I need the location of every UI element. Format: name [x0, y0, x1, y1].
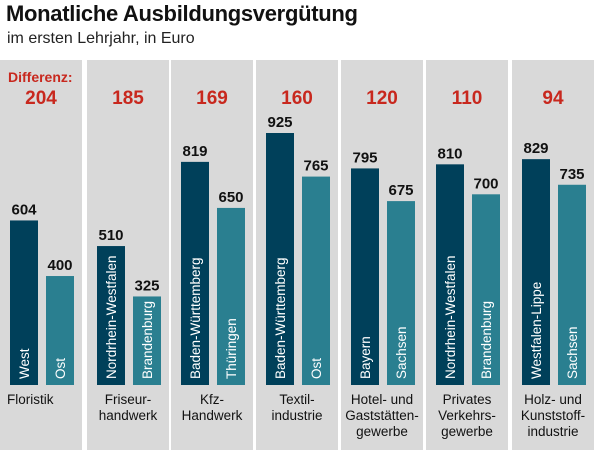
category-label: Hotel- und: [351, 392, 413, 407]
data-label: 510: [98, 227, 123, 244]
difference-value: 120: [366, 88, 398, 109]
data-label: 325: [134, 277, 159, 294]
category-label: industrie: [271, 408, 322, 423]
data-label: 810: [437, 145, 462, 162]
bar: [266, 133, 294, 385]
data-label: 735: [559, 166, 584, 183]
bar-label: Brandenburg: [140, 301, 155, 379]
category-label: Verkehrs-: [438, 408, 496, 423]
bar-label: Ost: [309, 358, 324, 379]
difference-value: 169: [196, 88, 228, 109]
difference-value: 160: [281, 88, 313, 109]
category-label: Gaststätten-: [345, 408, 419, 423]
bar: [387, 201, 415, 385]
data-label: 829: [523, 140, 548, 157]
bar: [522, 159, 550, 385]
difference-value: 110: [452, 88, 483, 109]
difference-label: Differenz:: [8, 69, 73, 85]
bar: [133, 296, 161, 385]
bar-label: Baden-Württemberg: [188, 257, 203, 379]
difference-value: 94: [542, 88, 564, 109]
category-label: gewerbe: [356, 424, 408, 439]
bar-label: West: [17, 348, 32, 379]
bar-label: Ost: [53, 358, 68, 379]
data-label: 675: [388, 182, 413, 199]
bar-label: Nordrhein-Westfalen: [443, 255, 458, 379]
category-label: Textil-: [279, 392, 314, 407]
bar: [10, 220, 38, 385]
bar-label: Nordrhein-Westfalen: [104, 255, 119, 379]
data-label: 700: [473, 175, 498, 192]
bar: [181, 161, 209, 385]
data-label: 400: [47, 257, 72, 274]
category-label: Friseur-: [105, 392, 152, 407]
bar-label: Brandenburg: [479, 301, 494, 379]
bar: [46, 276, 74, 385]
category-label: Kunststoff-: [521, 408, 585, 423]
bar-label: Baden-Württemberg: [273, 257, 288, 379]
bar: [97, 246, 125, 385]
category-label: Privates: [443, 392, 492, 407]
category-label: Floristik: [7, 392, 54, 407]
bar: [472, 194, 500, 385]
bar-label: Bayern: [358, 336, 373, 379]
bar: [558, 184, 586, 385]
data-label: 925: [267, 114, 292, 131]
bar-label: Westfalen-Lippe: [529, 282, 544, 379]
bar-label: Sachsen: [394, 326, 409, 379]
difference-value: 204: [25, 88, 57, 109]
category-label: gewerbe: [441, 424, 493, 439]
bar-label: Sachsen: [565, 326, 580, 379]
data-label: 819: [182, 143, 207, 160]
category-label: Handwerk: [182, 408, 243, 423]
bar: [302, 176, 330, 385]
category-label: handwerk: [99, 408, 158, 423]
category-label: Kfz-: [200, 392, 224, 407]
category-label: Holz- und: [524, 392, 582, 407]
difference-value: 185: [112, 88, 144, 109]
chart-subtitle: im ersten Lehrjahr, in Euro: [7, 30, 195, 47]
bar: [351, 168, 379, 385]
chart-title: Monatliche Ausbildungsvergütung: [6, 1, 358, 26]
bar-label: Thüringen: [224, 318, 239, 379]
bar: [217, 207, 245, 385]
bar: [436, 164, 464, 385]
data-label: 650: [218, 189, 243, 206]
data-label: 795: [352, 149, 377, 166]
data-label: 765: [303, 158, 328, 175]
data-label: 604: [11, 201, 37, 218]
category-label: industrie: [527, 424, 578, 439]
